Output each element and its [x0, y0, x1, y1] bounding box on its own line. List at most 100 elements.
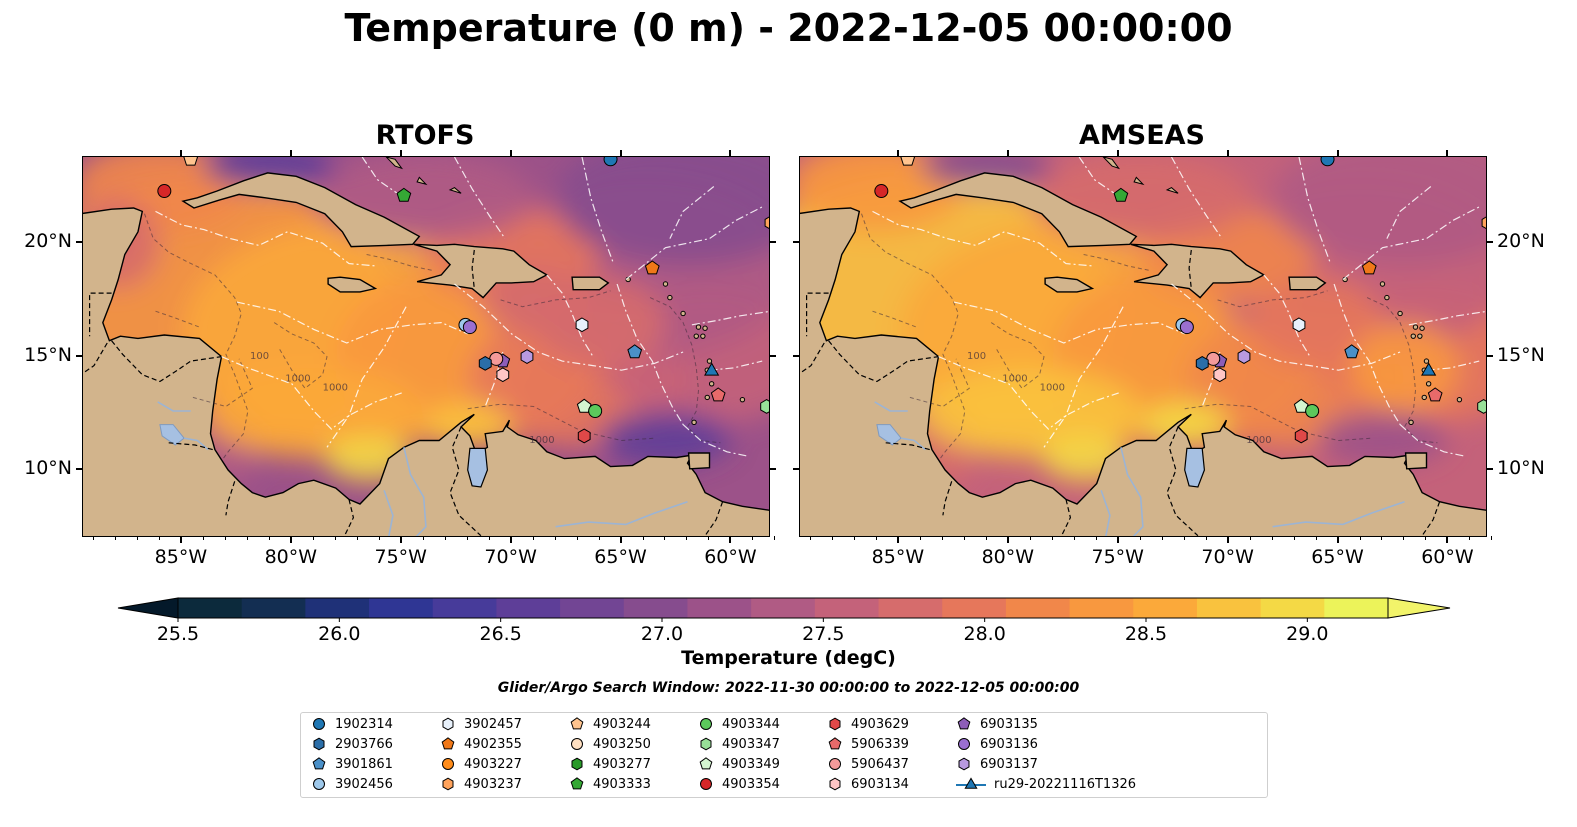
lon-minor-tick	[1293, 536, 1295, 540]
isobath-label: 100	[967, 351, 986, 362]
legend-item-3902456: 3902456	[311, 776, 393, 792]
lat-tick-mark	[1486, 354, 1493, 357]
marker-4903629[interactable]	[1294, 428, 1308, 444]
legend-item-4903244: 4903244	[569, 716, 651, 732]
colorbar-tick-label: 29.0	[1286, 623, 1328, 643]
marker-4902355[interactable]	[644, 260, 660, 275]
panel-title-amseas: AMSEAS	[1079, 120, 1205, 151]
legend-item-4903349: 4903349	[698, 756, 780, 772]
lat-tick-label: 10°N	[1497, 456, 1545, 479]
marker-4903244[interactable]	[183, 157, 199, 166]
marker-3902457[interactable]	[1292, 317, 1306, 333]
legend-item-6903137: 6903137	[956, 756, 1038, 772]
marker-2903766[interactable]	[1195, 356, 1209, 371]
circle-marker-icon	[571, 738, 583, 750]
lon-minor-tick	[1403, 536, 1405, 540]
lon-tick-label: 85°W	[871, 546, 925, 568]
lat-tick-mark	[76, 241, 83, 244]
legend-label: ru29-20221116T1326	[994, 776, 1137, 792]
hexagon-marker-icon	[829, 717, 841, 731]
marker-4903344[interactable]	[588, 404, 603, 418]
legend-label: 3902457	[464, 716, 522, 732]
lat-tick-mark	[76, 354, 83, 357]
marker-4903237[interactable]	[764, 216, 770, 230]
lon-minor-tick	[554, 536, 556, 540]
legend-item-4903277: 4903277	[569, 756, 651, 772]
lat-tick-mark	[769, 467, 776, 470]
marker-6903134[interactable]	[1213, 367, 1227, 383]
legend-label: 4903629	[851, 716, 909, 732]
marker-4903347[interactable]	[760, 399, 770, 414]
legend-label: 4903333	[593, 776, 651, 792]
marker-4903354[interactable]	[157, 184, 172, 199]
marker-1902314[interactable]	[1320, 157, 1335, 167]
lon-tick-mark	[509, 536, 512, 543]
marker-4903237[interactable]	[1481, 216, 1487, 230]
marker-ru29-20221116T1326[interactable]	[704, 362, 720, 376]
lon-minor-tick	[224, 536, 226, 540]
lon-minor-tick	[268, 536, 270, 540]
marker-5906339[interactable]	[710, 387, 726, 402]
lon-minor-tick	[532, 536, 534, 540]
colorbar-segment	[369, 598, 434, 618]
lon-tick-mark	[1226, 536, 1229, 543]
marker-2903766[interactable]	[478, 356, 492, 371]
marker-4903349[interactable]	[1293, 398, 1309, 413]
lon-minor-tick	[875, 536, 877, 540]
legend-label: 1902314	[335, 716, 393, 732]
lat-tick-label: 20°N	[24, 230, 72, 253]
marker-6903134[interactable]	[496, 367, 510, 383]
lon-minor-tick	[488, 536, 490, 540]
lon-minor-tick	[1491, 536, 1493, 540]
colorbar: 25.5 26.0 26.5 27.0 27.5 28.0 28.5 29.0	[117, 597, 1451, 643]
map-panel-rtofs[interactable]: 1000 100 1000 1000	[82, 156, 770, 537]
marker-ru29-20221116T1326[interactable]	[1421, 362, 1437, 376]
lon-minor-tick	[576, 536, 578, 540]
marker-4903244[interactable]	[900, 157, 916, 166]
legend-label: 5906437	[851, 756, 909, 772]
lon-minor-tick	[919, 536, 921, 540]
lat-tick-label: 15°N	[24, 343, 72, 366]
colorbar-over-arrow	[1387, 597, 1451, 619]
marker-1902314[interactable]	[603, 157, 618, 167]
lon-tick-mark	[289, 150, 292, 157]
marker-4903347[interactable]	[1477, 399, 1487, 414]
lon-tick-mark	[1116, 150, 1119, 157]
marker-4903333[interactable]	[1113, 187, 1129, 202]
lon-tick-mark	[1336, 536, 1339, 543]
lat-tick-label: 10°N	[24, 456, 72, 479]
marker-4903344[interactable]	[1305, 404, 1320, 418]
marker-4903333[interactable]	[396, 187, 412, 202]
marker-3901861[interactable]	[1344, 344, 1360, 359]
marker-6903137[interactable]	[520, 349, 534, 364]
isobath-label: 1000	[285, 374, 310, 385]
marker-6903136[interactable]	[462, 320, 477, 335]
marker-3901861[interactable]	[627, 344, 643, 359]
marker-4903349[interactable]	[576, 398, 592, 413]
legend-label: 4903250	[593, 736, 651, 752]
lat-tick-mark	[1486, 241, 1493, 244]
colorbar-tick-label: 26.5	[480, 623, 522, 643]
marker-4903354[interactable]	[874, 184, 889, 199]
colorbar-segment	[942, 598, 1007, 618]
marker-3902457[interactable]	[575, 317, 589, 333]
hexagon-marker-icon	[571, 757, 583, 771]
hexagon-marker-icon	[829, 777, 841, 791]
map-panel-amseas[interactable]: 1000 100 1000 1000	[799, 156, 1487, 537]
colorbar-tick-label: 26.0	[318, 623, 360, 643]
marker-4902355[interactable]	[1361, 260, 1377, 275]
colorbar-segment	[1005, 598, 1071, 618]
colorbar-under-arrow	[117, 597, 179, 619]
lon-tick-mark	[289, 536, 292, 543]
lon-minor-tick	[158, 536, 160, 540]
marker-6903136[interactable]	[1179, 320, 1194, 335]
lon-minor-tick	[752, 536, 754, 540]
marker-6903137[interactable]	[1237, 349, 1251, 364]
isobath-label: 1000	[323, 383, 348, 394]
marker-5906339[interactable]	[1427, 387, 1443, 402]
pentagon-marker-icon	[570, 717, 584, 730]
hexagon-marker-icon	[442, 717, 454, 731]
lon-minor-tick	[642, 536, 644, 540]
marker-4903629[interactable]	[577, 428, 591, 444]
triangle-marker-icon	[956, 777, 986, 789]
